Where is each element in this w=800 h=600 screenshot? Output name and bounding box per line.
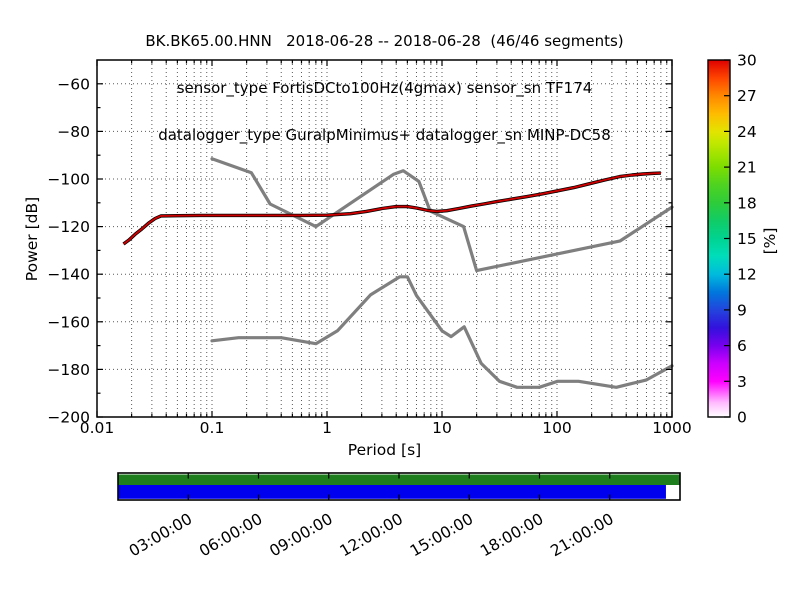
- colorbar-ticks: [724, 59, 730, 418]
- timeline-tick-label: 06:00:00: [196, 510, 265, 560]
- timeline-tick-label: 18:00:00: [477, 510, 546, 560]
- nhnm-curve: [210, 157, 674, 273]
- colorbar-tick-label: 18: [737, 194, 757, 212]
- colorbar-tick-label: 12: [737, 266, 757, 284]
- colorbar-tick-label: 9: [737, 301, 747, 319]
- grid-lines: [96, 60, 673, 417]
- timeline-tick-label: 21:00:00: [547, 510, 616, 560]
- timeline-tick-label: 12:00:00: [337, 510, 406, 560]
- colorbar-tick-label: 3: [737, 373, 747, 391]
- x-axis-label: Period [s]: [347, 441, 422, 459]
- colorbar-tick-label: 0: [737, 409, 747, 427]
- timeline-tick-label: 09:00:00: [266, 510, 335, 560]
- y-tick-label: −180: [47, 361, 90, 379]
- nlnm-curve: [210, 275, 674, 389]
- y-tick-label: −160: [47, 313, 90, 331]
- colorbar-tick-label: 27: [737, 87, 757, 105]
- ppsd-mode-curve: [122, 172, 661, 245]
- y-tick-label: −100: [47, 171, 90, 189]
- x-tick-label: 10: [432, 419, 452, 437]
- timeline-tick-label: 03:00:00: [126, 510, 195, 560]
- timeline-tick-label: 15:00:00: [407, 510, 476, 560]
- data-availability-row: [118, 485, 666, 499]
- figure-title-line1: BK.BK65.00.HNN 2018-06-28 -- 2018-06-28 …: [145, 32, 624, 51]
- y-tick-label: −140: [47, 266, 90, 284]
- y-axis-label: Power [dB]: [23, 196, 41, 282]
- colorbar-tick-label: 15: [737, 230, 757, 248]
- processed-segments-row: [118, 474, 680, 485]
- colorbar-label: [%]: [761, 227, 779, 255]
- x-tick-label: 1: [322, 419, 332, 437]
- y-tick-label: −120: [47, 218, 90, 236]
- colorbar-tick-label: 6: [737, 337, 747, 355]
- x-tick-label: 100: [542, 419, 572, 437]
- plot-frame: [96, 59, 673, 418]
- axis-ticks: [96, 60, 673, 418]
- x-tick-label: 1000: [652, 419, 691, 437]
- y-tick-label: −60: [57, 75, 90, 93]
- x-tick-label: 0.1: [200, 419, 225, 437]
- y-tick-label: −80: [57, 123, 90, 141]
- colorbar-tick-label: 24: [737, 123, 757, 141]
- x-tick-label: 0.01: [80, 419, 115, 437]
- y-tick-label: −200: [47, 409, 90, 427]
- colorbar-tick-label: 21: [737, 159, 757, 177]
- timeline-ticks: [187, 473, 611, 500]
- ppsd-mode-curve-outline: [122, 171, 661, 246]
- colorbar-tick-label: 30: [737, 52, 757, 70]
